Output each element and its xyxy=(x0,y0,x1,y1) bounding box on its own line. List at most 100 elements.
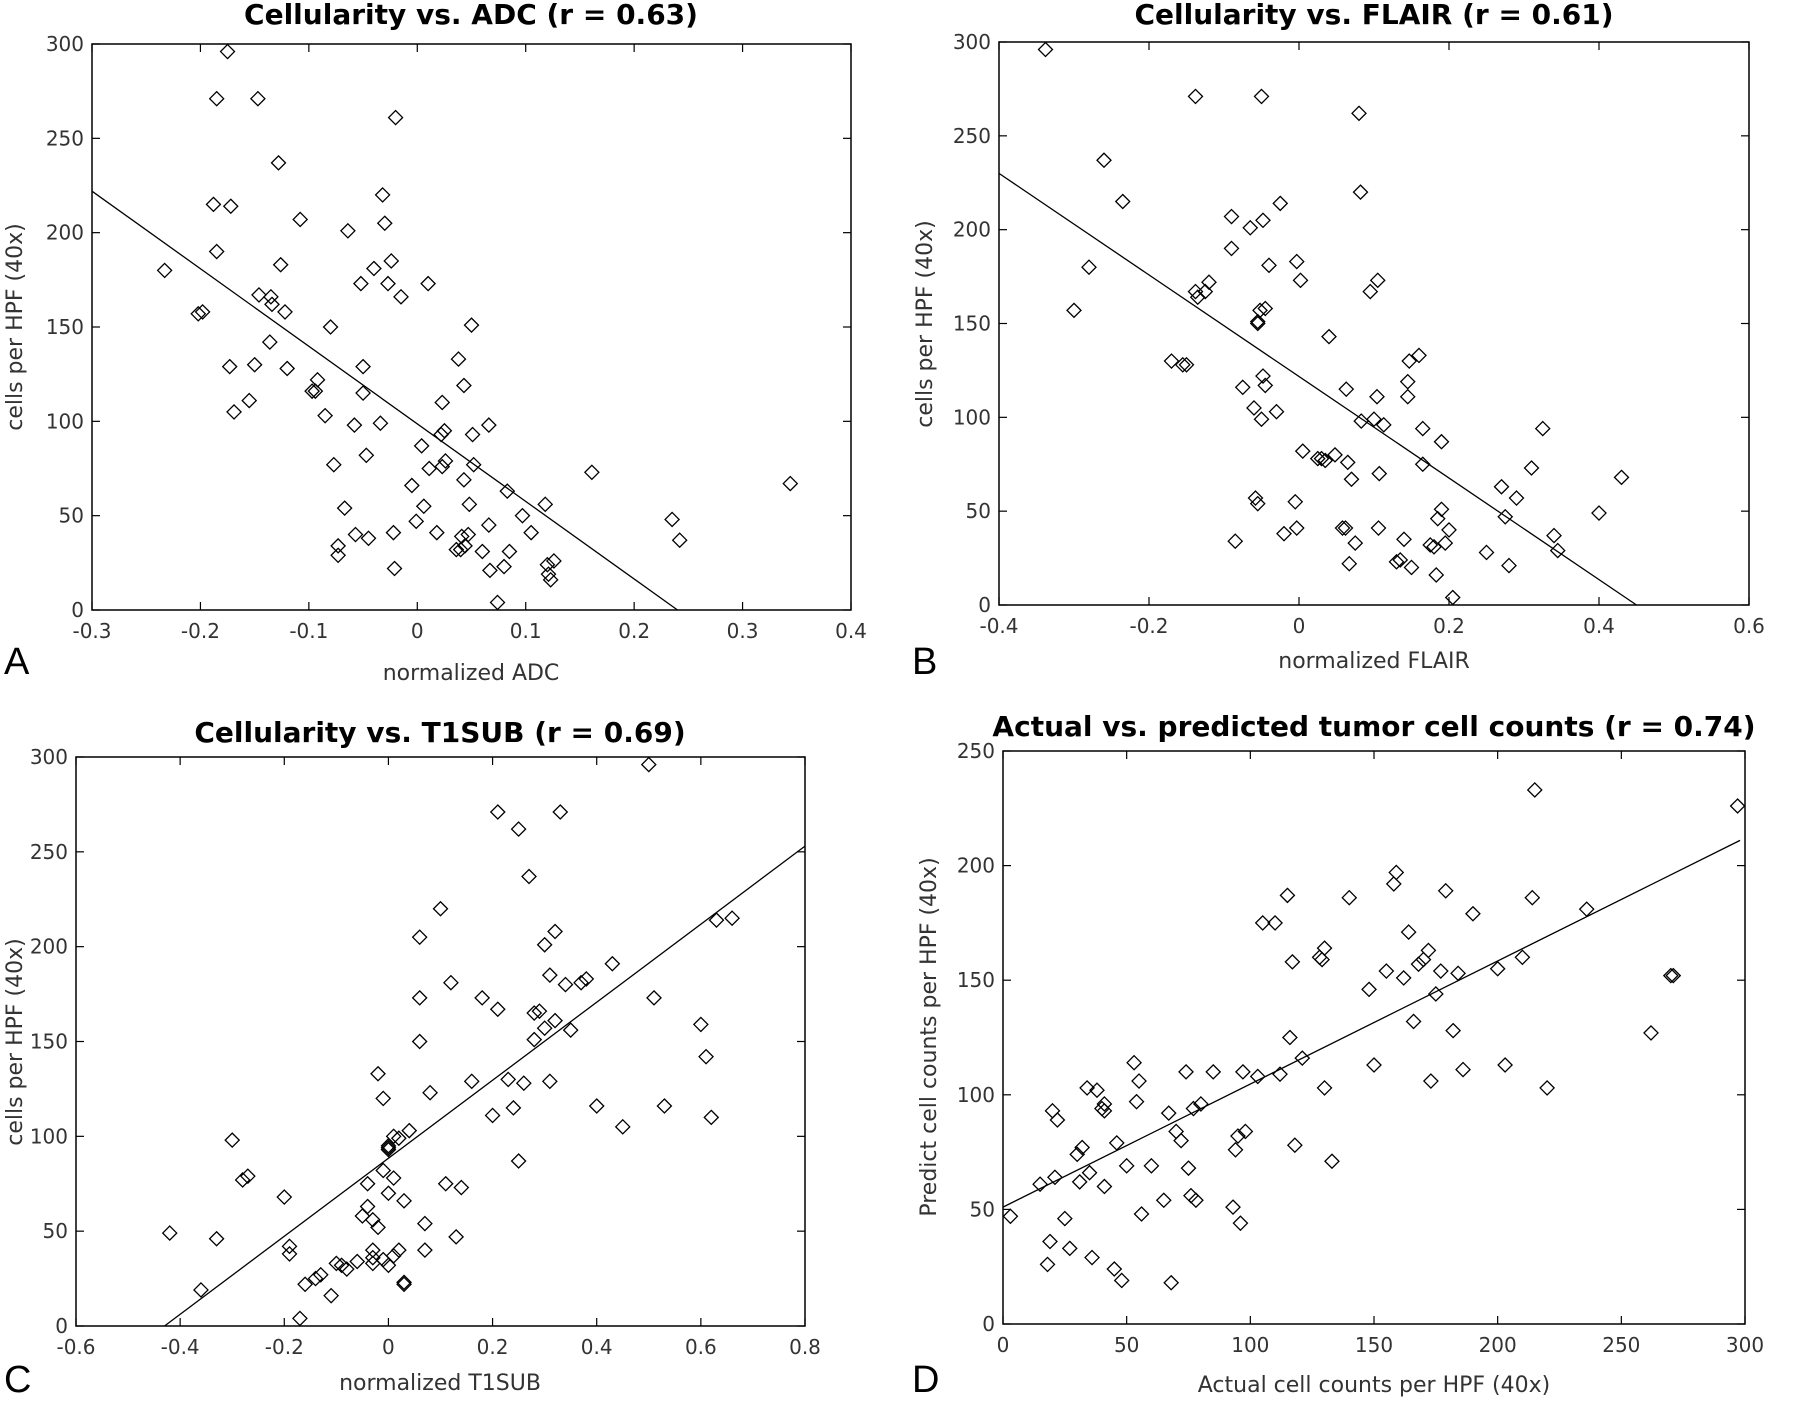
panel-a-data-point xyxy=(346,417,363,434)
panel-a-data-point xyxy=(330,537,347,554)
panel-b-xtick-label: 0.2 xyxy=(1433,614,1465,638)
panel-d-data-point xyxy=(1254,914,1271,931)
panel-b-xtick-label: 0.6 xyxy=(1733,614,1765,638)
panel-c-data-point xyxy=(380,1185,397,1202)
panel-d-data-point xyxy=(1081,1164,1098,1181)
panel-c-data-point xyxy=(385,1170,402,1186)
panel-a-data-point xyxy=(355,358,371,375)
panel-b-data-point xyxy=(1163,353,1180,369)
panel-d-data-point xyxy=(1267,914,1283,931)
panel-b-ytick-label: 150 xyxy=(953,312,991,336)
panel-d-data-point xyxy=(1455,1061,1471,1078)
panel-c-data-point xyxy=(291,1310,308,1327)
panel-d-data-point xyxy=(1074,1139,1091,1156)
panel-a-data-point xyxy=(251,287,267,303)
panel-a-data-point xyxy=(671,532,688,549)
panel-a-points xyxy=(156,43,799,611)
panel-a-data-point xyxy=(386,560,403,577)
panel-a-data-point xyxy=(358,447,375,464)
panel-c-data-point xyxy=(416,1215,433,1232)
panel-d-data-point xyxy=(1316,1080,1333,1096)
panel-c-data-point xyxy=(359,1175,376,1192)
panel-b-data-point xyxy=(1493,478,1510,495)
panel-a-data-point xyxy=(434,458,451,475)
panel-c-data-point xyxy=(526,1031,543,1048)
panel-c-data-point xyxy=(547,1012,563,1029)
panel-c-title: Cellularity vs. T1SUB (r = 0.69) xyxy=(194,716,685,749)
panel-a-data-point xyxy=(408,513,425,530)
panel-c-data-point xyxy=(276,1189,293,1205)
panel-b-data-point xyxy=(1261,257,1277,274)
panel-d-data-point xyxy=(1405,1013,1422,1030)
panel-d-xtick-label: 100 xyxy=(1231,1333,1269,1357)
panel-b-ylabel: cells per HPF (40x) xyxy=(913,220,938,428)
panel-b-data-point xyxy=(1246,400,1262,416)
panel-d-data-point xyxy=(1039,1256,1056,1273)
panel-a-data-point xyxy=(523,524,540,541)
panel-b-data-point xyxy=(1426,538,1442,555)
panel-d-data-point xyxy=(1160,1105,1177,1122)
panel-a-data-point xyxy=(480,517,497,534)
panel-c-data-point xyxy=(536,1020,553,1037)
panel-d-data-point xyxy=(1420,942,1437,959)
panel-c-xtick-label: -0.4 xyxy=(161,1335,200,1359)
panel-c-data-point xyxy=(646,989,662,1006)
panel-c-data-point xyxy=(692,1016,709,1033)
panel-d-data-point xyxy=(1205,1063,1222,1080)
panel-c-data-point xyxy=(411,929,428,946)
panel-a-ytick-label: 150 xyxy=(46,315,84,339)
panel-b-data-point xyxy=(1414,420,1431,437)
panel-c-ytick-label: 100 xyxy=(30,1124,68,1148)
panel-d-data-point xyxy=(1284,953,1301,970)
panel-c-xtick-label: 0.4 xyxy=(581,1335,613,1359)
panel-c-data-point xyxy=(323,1287,340,1304)
panel-c-ytick-label: 200 xyxy=(30,935,68,959)
panel-d-data-point xyxy=(1180,1160,1197,1177)
panel-b-data-point xyxy=(1249,315,1266,332)
panel-c-data-point xyxy=(442,974,459,991)
panel-b-data-point xyxy=(1429,510,1446,527)
panel-d-data-point xyxy=(1069,1146,1086,1163)
panel-b-data-point xyxy=(1257,377,1274,394)
panel-b-data-point xyxy=(1268,403,1285,420)
panel-a-data-point xyxy=(428,524,445,541)
panel-d-data-point xyxy=(1108,1135,1125,1151)
panel-a-data-point xyxy=(246,356,263,373)
panel-c-letter: C xyxy=(4,1359,31,1401)
panel-c-data-point xyxy=(385,1247,402,1264)
panel-c-xtick-label: -0.6 xyxy=(56,1335,95,1359)
panel-d-data-point xyxy=(1032,1176,1049,1193)
panel-d-points xyxy=(1002,782,1746,1291)
panel-c-data-point xyxy=(224,1132,241,1149)
panel-c-data-point xyxy=(510,821,527,837)
panel-c-data-point xyxy=(422,1084,439,1101)
panel-b-data-point xyxy=(1388,553,1405,570)
panel-b-data-point xyxy=(1178,356,1195,373)
panel-c-data-point xyxy=(432,900,449,917)
panel-b-data-point xyxy=(1287,493,1304,510)
panel-b-data-point xyxy=(1223,208,1240,225)
panel-b-data-point xyxy=(1343,471,1360,488)
panel-b-fit-line xyxy=(998,172,1637,606)
panel-a-fit-line xyxy=(91,190,678,611)
panel-c-xlabel: normalized T1SUB xyxy=(339,1371,541,1396)
panel-d-data-point xyxy=(1133,1206,1150,1222)
panel-c-data-point xyxy=(307,1270,324,1287)
panel-c-data-point xyxy=(401,1122,418,1139)
panel-b-ytick-label: 0 xyxy=(978,593,991,617)
panel-a-data-point xyxy=(540,566,557,583)
panel-c-data-point xyxy=(411,989,428,1006)
panel-d-data-point xyxy=(1230,1128,1246,1144)
panel-c-data-point xyxy=(510,1153,527,1169)
panel-d-ytick-label: 250 xyxy=(957,739,995,763)
panel-c-data-point xyxy=(239,1168,256,1185)
panel-c-data-point xyxy=(390,1130,407,1147)
panel-d-data-point xyxy=(1089,1082,1105,1099)
panel-a-data-point xyxy=(219,43,236,60)
panel-d-regression-line xyxy=(1002,839,1741,1208)
panel-b: -0.4 -0.2 0 0.2 0.4 0.6 0 50 100 150 200 250 300 Cel… xyxy=(912,0,1765,683)
panel-b-data-point xyxy=(1337,520,1354,536)
panel-b-xtick-label: -0.4 xyxy=(979,614,1018,638)
panel-b-ytick-label: 300 xyxy=(953,30,991,54)
panel-a-data-point xyxy=(480,417,497,434)
